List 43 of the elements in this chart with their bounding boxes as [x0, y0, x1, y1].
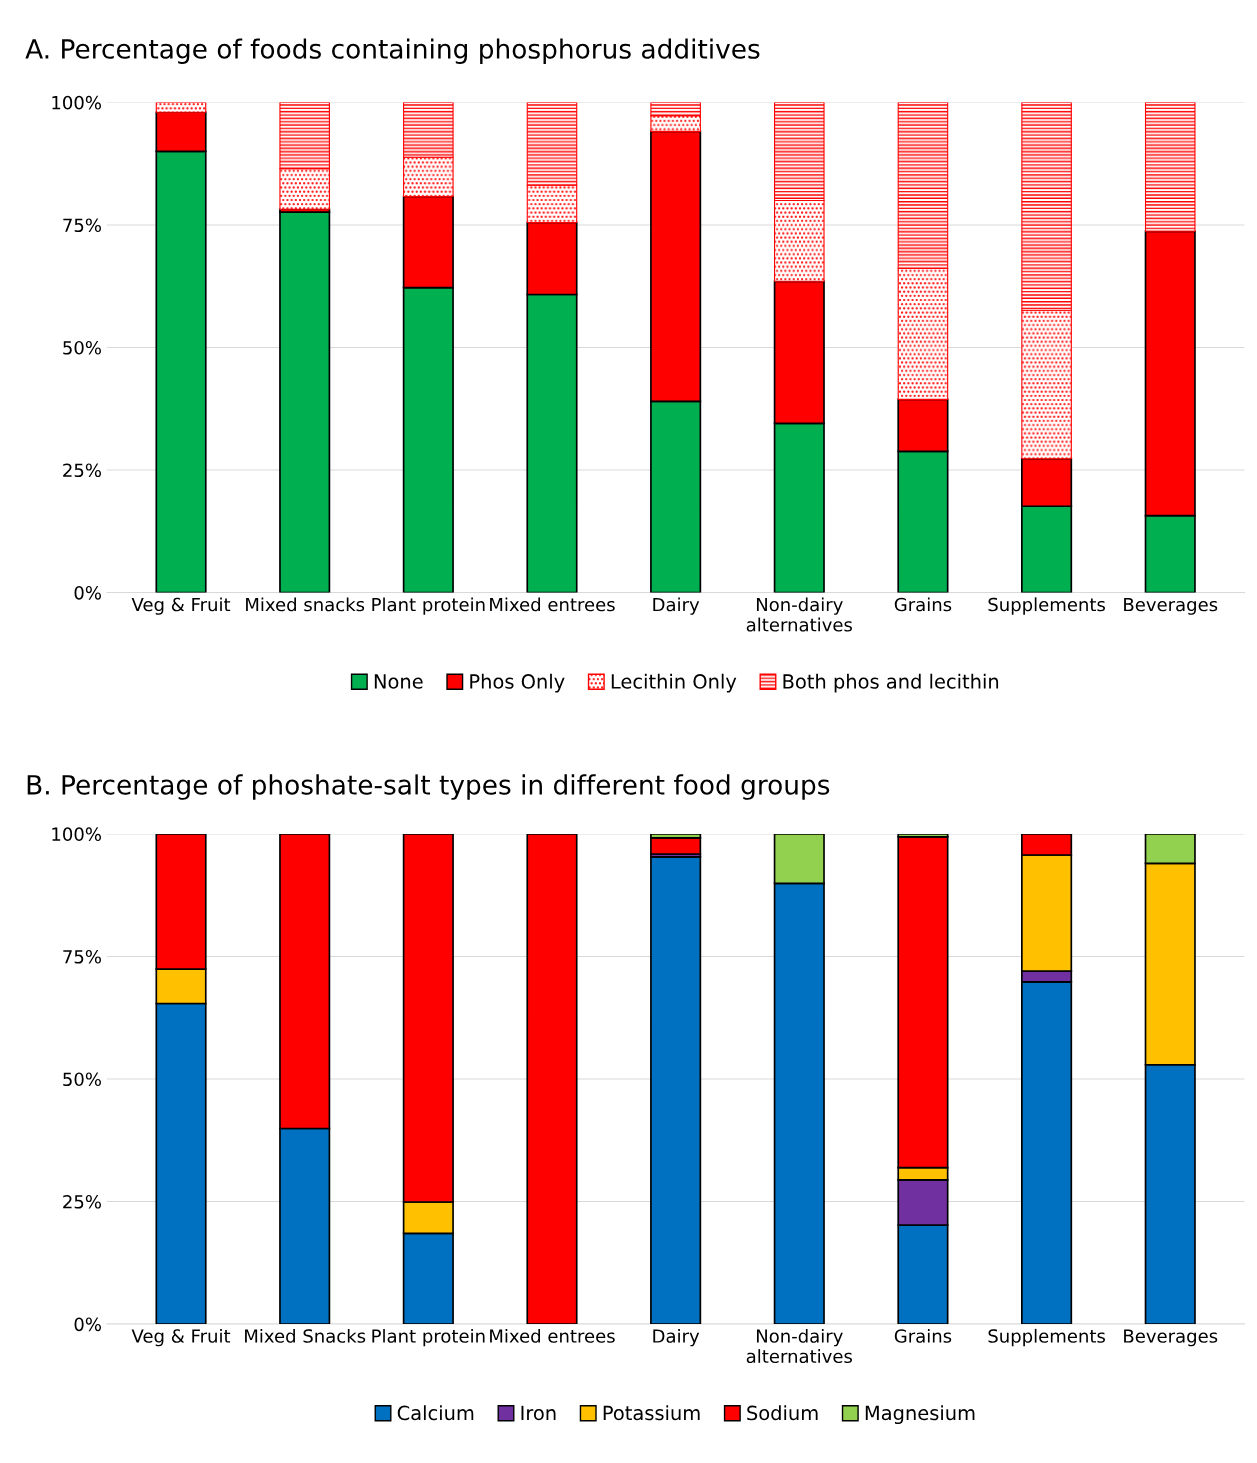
x-tick-label: Mixed entrees — [490, 1328, 615, 1343]
legend-label: Calcium — [397, 1405, 474, 1421]
y-tick-label: 0% — [74, 585, 101, 600]
legend-label: Magnesium — [865, 1405, 975, 1425]
x-tick-label: Grains — [894, 597, 952, 612]
x-tick-label: Mixed Snacks — [245, 1328, 366, 1343]
x-tick-label: Veg & Fruit — [131, 1328, 231, 1347]
x-tick-label: Dairy — [653, 597, 700, 615]
legend-label: Phos Only — [470, 673, 565, 693]
y-tick-label: 0% — [74, 1317, 101, 1332]
legend-label: Sodium — [747, 1405, 818, 1421]
bar — [650, 836, 702, 855]
bar — [526, 833, 578, 1325]
legend-label: Both phos and lecithin — [783, 673, 999, 693]
x-tick-label: Non-dairy alternatives — [746, 597, 852, 632]
x-tick-label: Beverages — [1124, 597, 1218, 615]
chart-title: A. Percentage of foods containing phosphorus additives — [25, 38, 760, 64]
bar — [650, 856, 702, 1325]
bar — [279, 211, 331, 593]
y-tick-label: 75% — [63, 218, 101, 233]
x-tick-label: Supplements — [988, 597, 1105, 615]
x-tick-label: Non-dairy alternatives — [746, 1328, 852, 1364]
x-tick-label: Dairy — [653, 1328, 700, 1347]
legend-label: Lecithin Only — [611, 673, 737, 693]
y-tick-label: 100% — [52, 827, 101, 842]
x-tick-label: Plant protein — [372, 1328, 485, 1347]
y-tick-label: 75% — [63, 949, 101, 964]
y-tick-label: 100% — [52, 95, 101, 110]
x-tick-label: Veg & Fruit — [131, 597, 231, 615]
chart-title: B. Percentage of phoshate-salt types in different food groups — [27, 774, 830, 800]
y-tick-label: 25% — [63, 1194, 101, 1209]
y-tick-label: 25% — [63, 463, 101, 478]
x-tick-label: Beverages — [1124, 1329, 1218, 1347]
x-tick-label: Plant protein — [372, 597, 485, 615]
y-tick-label: 50% — [63, 340, 101, 355]
legend-label: Iron — [521, 1405, 556, 1421]
legend-label: Potassium — [603, 1405, 700, 1421]
y-tick-label: 50% — [63, 1072, 101, 1087]
x-tick-label: Grains — [894, 1328, 952, 1343]
legend-label: None — [374, 674, 423, 689]
x-tick-label: Mixed entrees — [490, 597, 615, 612]
x-tick-label: Mixed snacks — [246, 597, 365, 612]
x-tick-label: Supplements — [988, 1328, 1105, 1347]
